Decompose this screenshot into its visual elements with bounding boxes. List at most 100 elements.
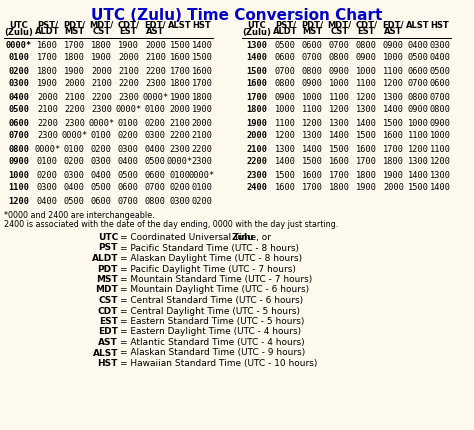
Text: 1200: 1200 [9, 197, 29, 206]
Text: = Mountain Standard Time (UTC - 7 hours): = Mountain Standard Time (UTC - 7 hours) [120, 275, 312, 284]
Text: 1800: 1800 [191, 92, 212, 101]
Text: = Eastern Daylight Time (UTC - 4 hours): = Eastern Daylight Time (UTC - 4 hours) [120, 328, 301, 337]
Text: 1900: 1900 [191, 105, 212, 114]
Text: 1400: 1400 [191, 40, 212, 49]
Text: 1000: 1000 [356, 67, 377, 76]
Text: 1100: 1100 [329, 92, 350, 101]
Text: 0200: 0200 [118, 132, 139, 141]
Text: 1200: 1200 [356, 92, 377, 101]
Text: 1800: 1800 [64, 53, 85, 62]
Text: 1600: 1600 [37, 40, 58, 49]
Text: 1700: 1700 [170, 67, 191, 76]
Text: 0800: 0800 [356, 40, 377, 49]
Text: 0600: 0600 [91, 197, 112, 206]
Text: 0500: 0500 [275, 40, 296, 49]
Text: 0600: 0600 [429, 80, 450, 89]
Text: 1600: 1600 [383, 132, 404, 141]
Text: 0900: 0900 [408, 105, 428, 114]
Text: CST: CST [92, 28, 110, 37]
Text: 1500: 1500 [408, 184, 428, 193]
Text: 0900: 0900 [383, 40, 404, 49]
Text: = Pacific Daylight Time (UTC - 7 hours): = Pacific Daylight Time (UTC - 7 hours) [120, 264, 296, 273]
Text: EST: EST [120, 28, 137, 37]
Text: = Central Standard Time (UTC - 6 hours): = Central Standard Time (UTC - 6 hours) [120, 296, 303, 305]
Text: 1600: 1600 [302, 171, 323, 179]
Text: 1200: 1200 [383, 80, 404, 89]
Text: 2000: 2000 [246, 132, 267, 141]
Text: *0000 and 2400 are interchangeable.: *0000 and 2400 are interchangeable. [4, 211, 155, 220]
Text: 1400: 1400 [383, 105, 404, 114]
Text: 0400: 0400 [118, 157, 139, 166]
Text: 2000: 2000 [37, 92, 58, 101]
Text: 1700: 1700 [191, 80, 212, 89]
Text: 1600: 1600 [191, 67, 212, 76]
Text: 2300: 2300 [64, 119, 85, 128]
Text: 0200: 0200 [9, 67, 29, 76]
Text: = Pacific Standard Time (UTC - 8 hours): = Pacific Standard Time (UTC - 8 hours) [120, 243, 299, 252]
Text: 0800: 0800 [429, 105, 450, 114]
Text: 1300: 1300 [246, 40, 267, 49]
Text: 1800: 1800 [91, 40, 112, 49]
Text: 0100: 0100 [191, 184, 212, 193]
Text: 2100: 2100 [145, 53, 166, 62]
Text: 0700: 0700 [429, 92, 450, 101]
Text: 0300: 0300 [64, 171, 85, 179]
Text: 0700: 0700 [9, 132, 29, 141]
Text: 0200: 0200 [37, 171, 58, 179]
Text: ALST: ALST [168, 21, 192, 30]
Text: 0000*: 0000* [142, 92, 169, 101]
Text: 2100: 2100 [170, 119, 191, 128]
Text: 1200: 1200 [302, 119, 323, 128]
Text: 1800: 1800 [329, 184, 350, 193]
Text: 1500: 1500 [329, 144, 350, 154]
Text: 0000*: 0000* [88, 119, 115, 128]
Text: 0100: 0100 [118, 119, 139, 128]
Text: 0700: 0700 [145, 184, 166, 193]
Text: 0600: 0600 [275, 53, 296, 62]
Text: 0500: 0500 [118, 171, 139, 179]
Text: UTC: UTC [9, 21, 28, 30]
Text: 1100: 1100 [275, 119, 296, 128]
Text: 0800: 0800 [302, 67, 323, 76]
Text: = Central Daylight Time (UTC - 5 hours): = Central Daylight Time (UTC - 5 hours) [120, 307, 300, 316]
Text: MDT: MDT [95, 286, 118, 295]
Text: 0900: 0900 [9, 157, 29, 166]
Text: 1800: 1800 [356, 171, 377, 179]
Text: 2200: 2200 [37, 119, 58, 128]
Text: ALDT: ALDT [35, 28, 60, 37]
Text: 0500: 0500 [91, 184, 112, 193]
Text: 1900: 1900 [91, 53, 112, 62]
Text: 0600: 0600 [118, 184, 139, 193]
Text: 0700: 0700 [118, 197, 139, 206]
Text: 1000: 1000 [275, 105, 296, 114]
Text: = Alaskan Daylight Time (UTC - 8 hours): = Alaskan Daylight Time (UTC - 8 hours) [120, 254, 302, 263]
Text: 1100: 1100 [383, 67, 404, 76]
Text: 0300: 0300 [118, 144, 139, 154]
Text: 1000: 1000 [429, 132, 450, 141]
Text: 2200: 2200 [91, 92, 112, 101]
Text: 1600: 1600 [356, 144, 377, 154]
Text: CST: CST [99, 296, 118, 305]
Text: 2400 is associated with the date of the day ending, 0000 with the day just start: 2400 is associated with the date of the … [4, 220, 338, 229]
Text: 1200: 1200 [429, 157, 450, 166]
Text: 0900: 0900 [302, 80, 323, 89]
Text: 0400: 0400 [429, 53, 450, 62]
Text: 1100: 1100 [302, 105, 323, 114]
Text: CDT: CDT [98, 307, 118, 316]
Text: 2300: 2300 [37, 132, 58, 141]
Text: 0200: 0200 [64, 157, 85, 166]
Text: 1300: 1300 [302, 132, 323, 141]
Text: 1600: 1600 [170, 53, 191, 62]
Text: PDT: PDT [98, 264, 118, 273]
Text: 1900: 1900 [383, 171, 404, 179]
Text: 1000: 1000 [383, 53, 404, 62]
Text: 0100: 0100 [145, 105, 166, 114]
Text: 1400: 1400 [408, 171, 428, 179]
Text: 0200: 0200 [170, 184, 191, 193]
Text: 2100: 2100 [191, 132, 212, 141]
Text: 1200: 1200 [329, 105, 350, 114]
Text: = Coordinated Universal Time, or: = Coordinated Universal Time, or [120, 233, 274, 242]
Text: 2100: 2100 [91, 80, 112, 89]
Text: 0300: 0300 [37, 184, 58, 193]
Text: 2000: 2000 [118, 53, 139, 62]
